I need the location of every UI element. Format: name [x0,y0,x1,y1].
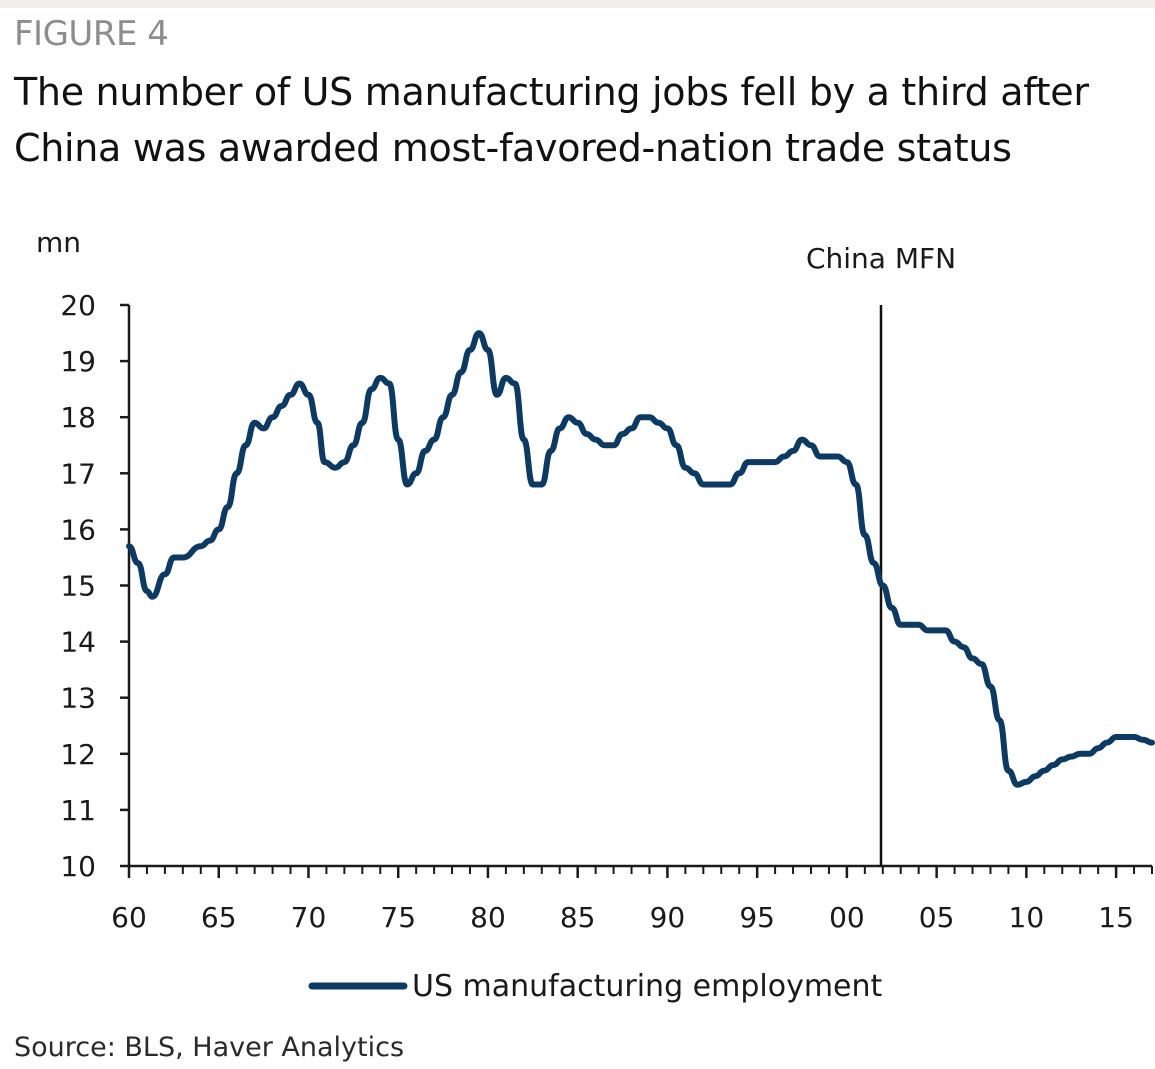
x-tick-label: 95 [739,901,775,934]
china-mfn-label: China MFN [806,242,956,275]
figure-label: FIGURE 4 [14,14,169,54]
y-tick-label: 10 [60,850,96,883]
x-tick-label: 00 [829,901,865,934]
legend-label: US manufacturing employment [412,969,883,1004]
x-tick-label: 60 [111,901,147,934]
y-tick-label: 20 [60,289,96,322]
x-tick-label: 65 [201,901,237,934]
top-strip [0,0,1155,8]
chart-title: The number of US manufacturing jobs fell… [14,70,1089,170]
x-tick-label: 85 [560,901,596,934]
x-tick-label: 10 [1009,901,1045,934]
series-group [126,330,1155,788]
x-tick-label: 80 [470,901,506,934]
y-tick-label: 13 [60,682,96,715]
x-axis: 60 65 70 75 80 85 90 95 00 05 10 15 [111,864,1153,934]
x-tick-label: 75 [380,901,416,934]
y-tick-label: 11 [60,794,96,827]
x-tick-label: 90 [650,901,686,934]
annotation: China MFN [806,242,956,866]
x-tick-label: 05 [919,901,955,934]
series-line-us-manufacturing-employment [126,330,1155,788]
y-tick-label: 19 [60,345,96,378]
source-note: Source: BLS, Haver Analytics [14,1032,405,1063]
x-tick-label: 15 [1098,901,1134,934]
y-tick-label: 15 [60,570,96,603]
y-tick-label: 16 [60,513,96,546]
x-tick-label: 70 [291,901,327,934]
y-tick-label: 12 [60,738,96,771]
y-axis: 10 11 12 13 14 15 16 17 18 19 20 [60,289,131,883]
y-tick-label: 17 [60,457,96,490]
y-axis-unit-label: mn [36,226,81,259]
y-tick-label: 18 [60,401,96,434]
y-tick-label: 14 [60,626,96,659]
legend: US manufacturing employment [308,969,883,1004]
